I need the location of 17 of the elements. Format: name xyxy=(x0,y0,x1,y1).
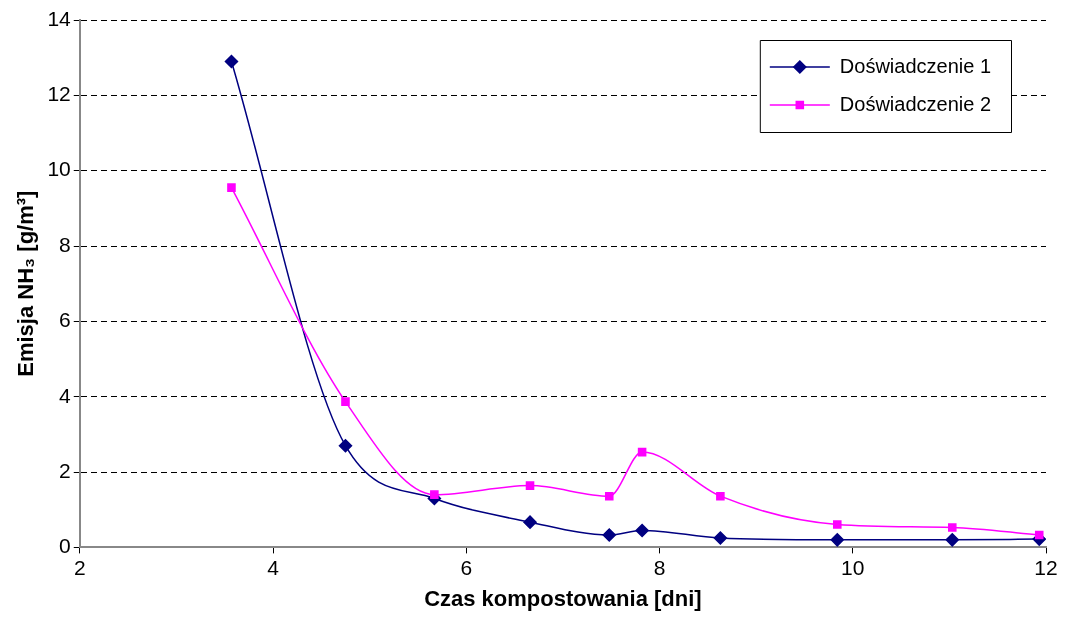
x-tick-label: 8 xyxy=(653,555,666,579)
y-tick-label: 6 xyxy=(59,308,71,332)
x-tick-label: 12 xyxy=(1034,555,1058,579)
y-tick-label: 8 xyxy=(59,232,71,256)
legend-label: Doświadczenie 2 xyxy=(839,92,992,115)
y-tick-label: 10 xyxy=(47,157,71,181)
x-tick-label: 6 xyxy=(460,555,473,579)
x-tick-label: 4 xyxy=(267,555,280,579)
y-axis-title: Emisja NH₃ [g/m³] xyxy=(13,190,39,377)
legend-label: Doświadczenie 1 xyxy=(839,54,992,77)
y-tick-label: 4 xyxy=(59,383,72,407)
y-tick-label: 14 xyxy=(47,6,72,30)
y-tick-label: 0 xyxy=(59,534,71,558)
x-axis-title: Czas kompostowania [dni] xyxy=(424,585,702,611)
x-tick-label: 10 xyxy=(841,555,865,579)
y-tick-label: 12 xyxy=(47,82,71,106)
y-tick-label: 2 xyxy=(59,458,71,482)
